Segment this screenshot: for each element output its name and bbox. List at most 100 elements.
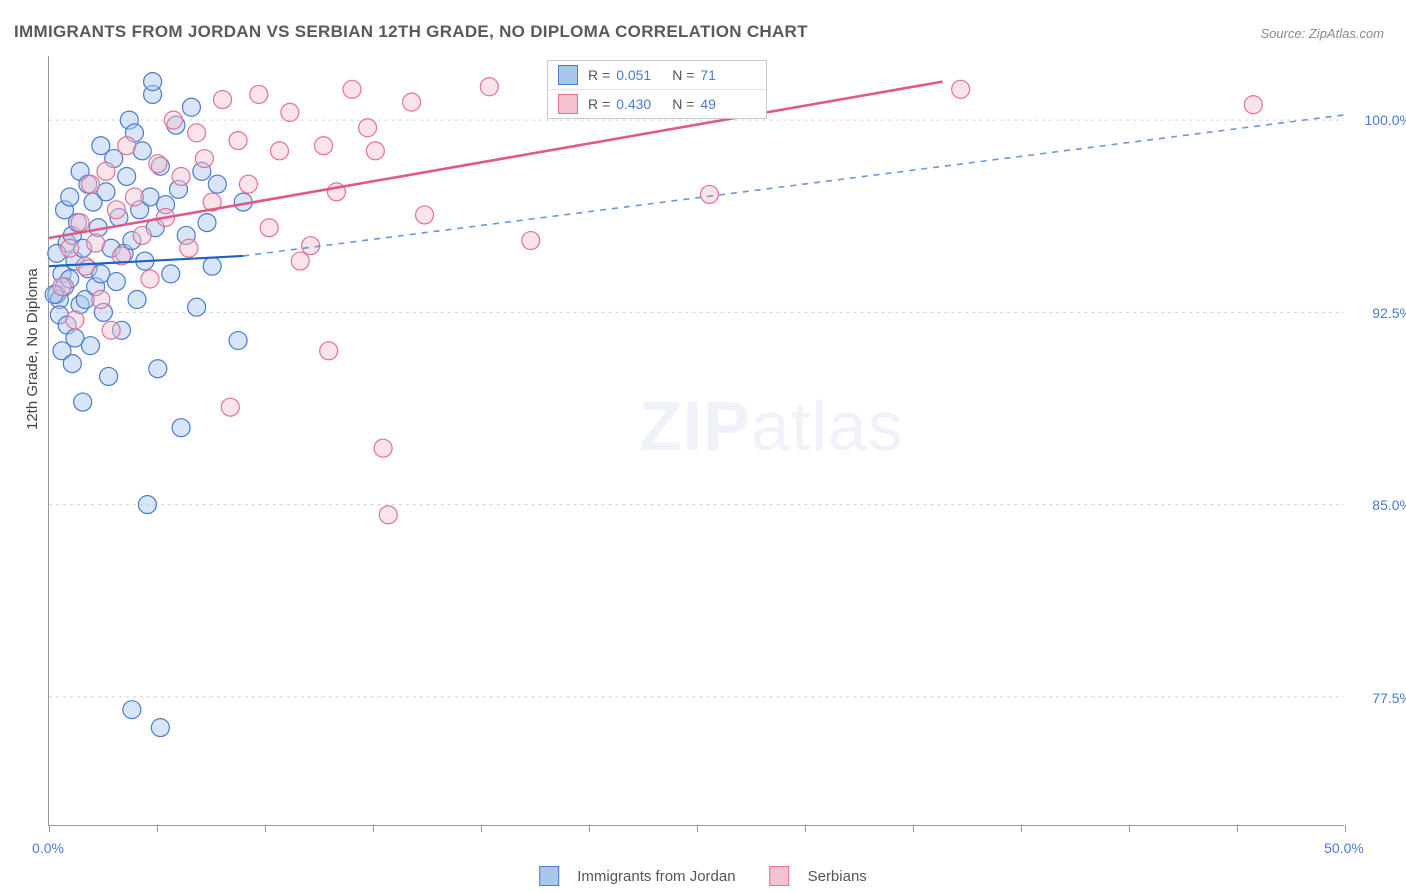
y-tick-label: 85.0% bbox=[1352, 497, 1406, 513]
data-point bbox=[315, 137, 333, 155]
data-point bbox=[180, 239, 198, 257]
data-point bbox=[118, 137, 136, 155]
data-point bbox=[74, 393, 92, 411]
data-point bbox=[208, 175, 226, 193]
data-point bbox=[403, 93, 421, 111]
data-point bbox=[229, 332, 247, 350]
r-label: R = bbox=[588, 96, 610, 112]
series-legend: Immigrants from Jordan Serbians bbox=[539, 866, 867, 886]
swatch-serbians-icon bbox=[770, 866, 790, 886]
legend-label-jordan: Immigrants from Jordan bbox=[577, 868, 735, 885]
y-axis-label: 12th Grade, No Diploma bbox=[24, 268, 41, 430]
legend-row-jordan: R = 0.051 N = 71 bbox=[548, 61, 766, 90]
data-point bbox=[214, 91, 232, 109]
legend-row-serbians: R = 0.430 N = 49 bbox=[548, 90, 766, 118]
r-value-serbians: 0.430 bbox=[616, 96, 658, 112]
trend-line-extended bbox=[243, 115, 1344, 256]
data-point bbox=[281, 103, 299, 121]
legend-item-jordan: Immigrants from Jordan bbox=[539, 866, 735, 886]
x-tick-label: 50.0% bbox=[1324, 840, 1364, 856]
swatch-serbians bbox=[558, 94, 578, 114]
n-value-serbians: 49 bbox=[700, 96, 742, 112]
data-point bbox=[76, 257, 94, 275]
data-point bbox=[128, 291, 146, 309]
x-tick bbox=[697, 825, 698, 832]
data-point bbox=[229, 132, 247, 150]
data-point bbox=[61, 239, 79, 257]
data-point bbox=[66, 311, 84, 329]
data-point bbox=[71, 214, 89, 232]
data-point bbox=[250, 85, 268, 103]
n-label: N = bbox=[672, 67, 694, 83]
data-point bbox=[359, 119, 377, 137]
chart-svg bbox=[49, 56, 1344, 825]
x-tick bbox=[1237, 825, 1238, 832]
legend-item-serbians: Serbians bbox=[770, 866, 867, 886]
swatch-jordan-icon bbox=[539, 866, 559, 886]
data-point bbox=[87, 234, 105, 252]
swatch-jordan bbox=[558, 65, 578, 85]
data-point bbox=[221, 398, 239, 416]
data-point bbox=[291, 252, 309, 270]
plot-area: ZIPatlas R = 0.051 N = 71 R = 0.430 N = … bbox=[48, 56, 1344, 826]
x-tick bbox=[481, 825, 482, 832]
data-point bbox=[102, 321, 120, 339]
data-point bbox=[203, 257, 221, 275]
n-label: N = bbox=[672, 96, 694, 112]
data-point bbox=[260, 219, 278, 237]
x-tick bbox=[589, 825, 590, 832]
data-point bbox=[198, 214, 216, 232]
x-tick bbox=[913, 825, 914, 832]
data-point bbox=[164, 111, 182, 129]
data-point bbox=[81, 337, 99, 355]
data-point bbox=[144, 73, 162, 91]
data-point bbox=[320, 342, 338, 360]
x-tick bbox=[265, 825, 266, 832]
data-point bbox=[374, 439, 392, 457]
data-point bbox=[133, 226, 151, 244]
data-point bbox=[172, 419, 190, 437]
x-tick bbox=[805, 825, 806, 832]
data-point bbox=[100, 367, 118, 385]
data-point bbox=[162, 265, 180, 283]
legend-label-serbians: Serbians bbox=[808, 868, 867, 885]
x-tick-label: 0.0% bbox=[32, 840, 64, 856]
r-value-jordan: 0.051 bbox=[616, 67, 658, 83]
data-point bbox=[952, 80, 970, 98]
data-point bbox=[53, 278, 71, 296]
x-tick bbox=[49, 825, 50, 832]
data-point bbox=[700, 185, 718, 203]
correlation-legend: R = 0.051 N = 71 R = 0.430 N = 49 bbox=[547, 60, 767, 119]
data-point bbox=[97, 162, 115, 180]
data-point bbox=[123, 701, 141, 719]
data-point bbox=[188, 298, 206, 316]
data-point bbox=[92, 291, 110, 309]
data-point bbox=[61, 188, 79, 206]
data-point bbox=[480, 78, 498, 96]
y-tick-label: 77.5% bbox=[1352, 690, 1406, 706]
data-point bbox=[522, 232, 540, 250]
data-point bbox=[379, 506, 397, 524]
x-tick bbox=[1021, 825, 1022, 832]
data-point bbox=[141, 270, 159, 288]
data-point bbox=[149, 155, 167, 173]
data-point bbox=[125, 188, 143, 206]
data-point bbox=[271, 142, 289, 160]
data-point bbox=[118, 167, 136, 185]
x-tick bbox=[373, 825, 374, 832]
source-attribution: Source: ZipAtlas.com bbox=[1260, 26, 1384, 41]
data-point bbox=[343, 80, 361, 98]
x-tick bbox=[1129, 825, 1130, 832]
chart-title: IMMIGRANTS FROM JORDAN VS SERBIAN 12TH G… bbox=[14, 22, 808, 42]
data-point bbox=[107, 201, 125, 219]
data-point bbox=[195, 150, 213, 168]
x-tick bbox=[157, 825, 158, 832]
data-point bbox=[182, 98, 200, 116]
data-point bbox=[302, 237, 320, 255]
data-point bbox=[63, 355, 81, 373]
y-tick-label: 100.0% bbox=[1352, 112, 1406, 128]
data-point bbox=[239, 175, 257, 193]
data-point bbox=[366, 142, 384, 160]
r-label: R = bbox=[588, 67, 610, 83]
x-tick bbox=[1345, 825, 1346, 832]
